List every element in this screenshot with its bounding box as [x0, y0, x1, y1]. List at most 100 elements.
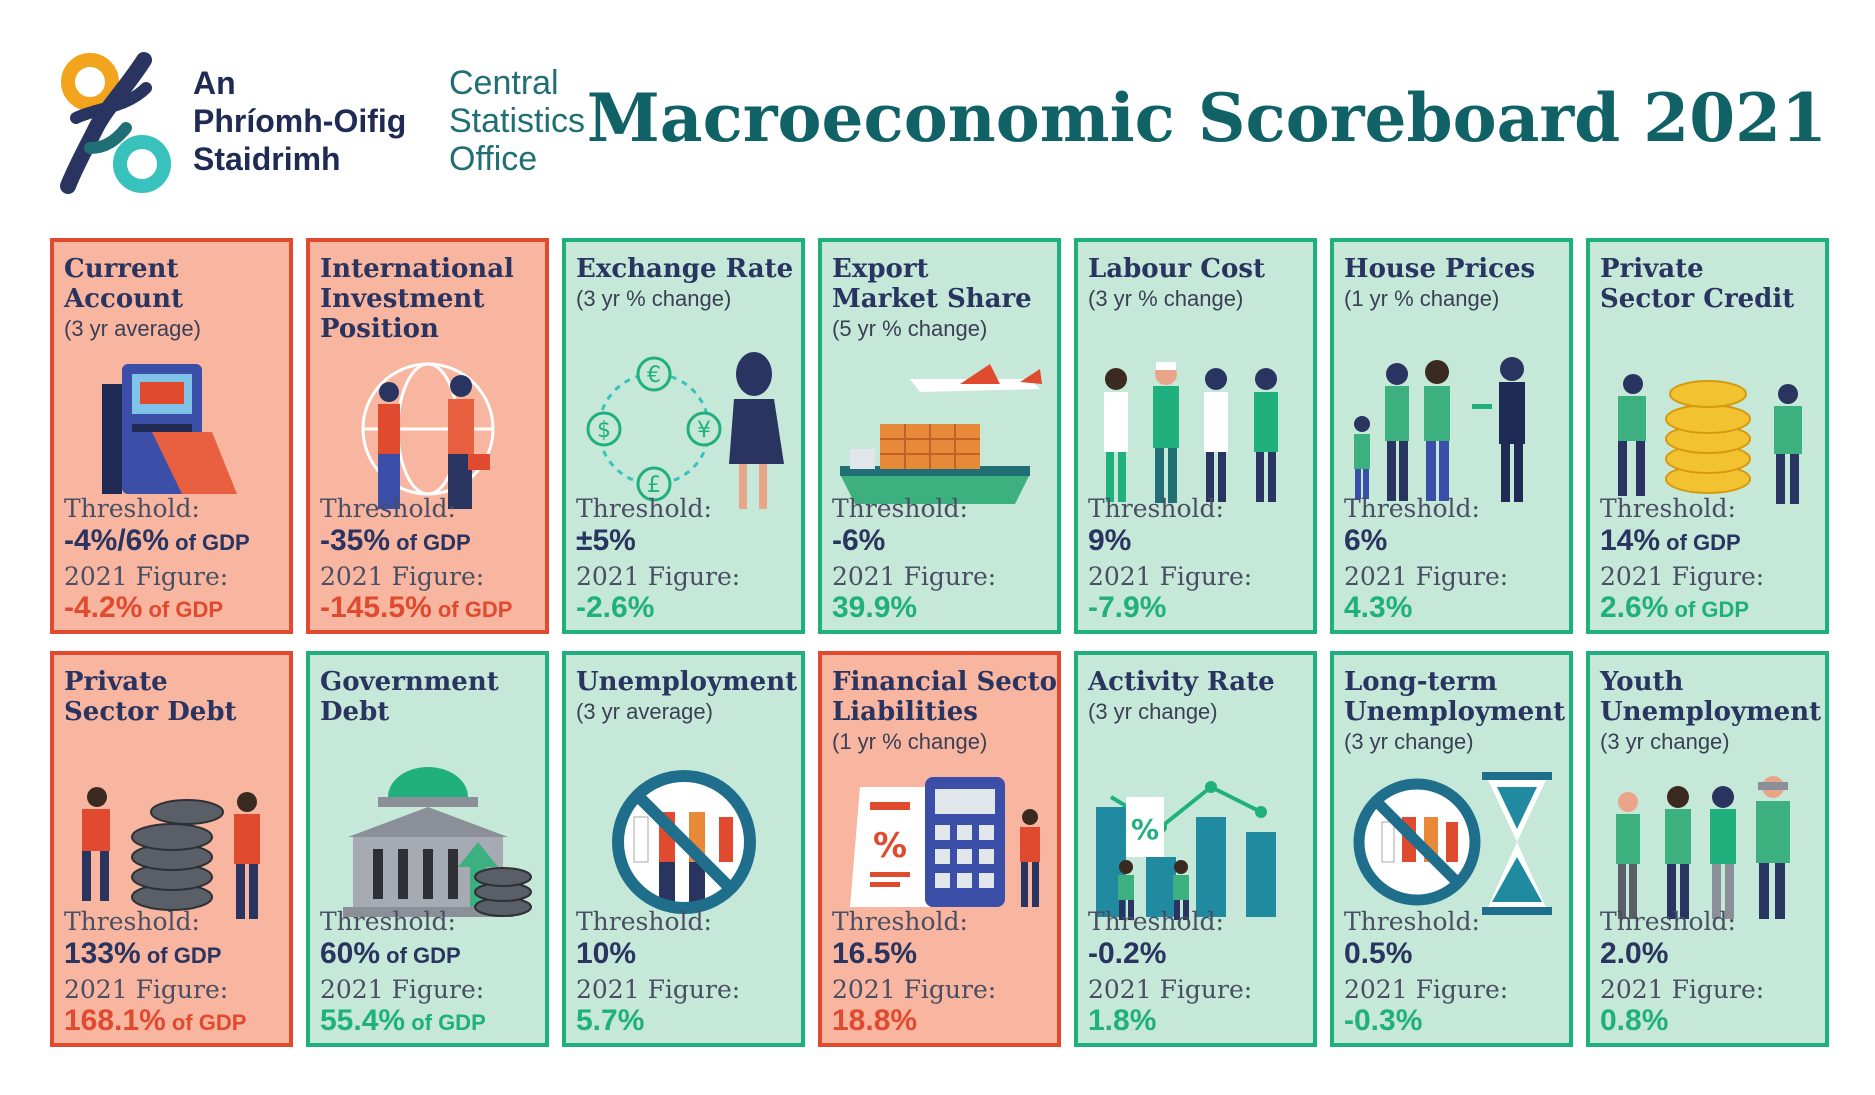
figure-number: 39.9%	[832, 591, 918, 624]
threshold-value: 6%	[1344, 524, 1387, 558]
indicator-title-line: Unemployment	[1344, 697, 1566, 727]
indicator-title-line: Debt	[320, 697, 390, 727]
threshold-label: Threshold:	[832, 494, 968, 523]
indicator-title-line: Labour Cost	[1088, 254, 1265, 284]
indicator-title-line: Sector Credit	[1600, 284, 1795, 314]
threshold-number: 133%	[64, 937, 141, 970]
indicator-title-line: Private	[1600, 254, 1704, 284]
indicator-title-line: Unemployment	[1600, 697, 1822, 727]
threshold-unit: of GDP	[140, 943, 222, 968]
indicator-card: International Investment Position Threshold…	[306, 238, 549, 634]
indicator-card: Financial Sector Liabilities (1 yr % chang…	[818, 651, 1061, 1047]
figure-value: 1.8%	[1088, 1004, 1156, 1038]
threshold-value: 0.5%	[1344, 937, 1412, 971]
government-building-icon	[343, 767, 532, 917]
hourglass-icon	[1353, 772, 1552, 915]
indicator-title: International Investment Position	[320, 254, 539, 344]
indicator-title-line: Investment	[320, 284, 485, 314]
indicator-title: Financial Sector Liabilities	[832, 667, 1061, 727]
figure-label: 2021 Figure:	[1088, 562, 1253, 591]
indicator-card: Private Sector Debt Threshold: 133% of GDP 2…	[50, 651, 293, 1047]
figure-value: 18.8%	[832, 1004, 917, 1038]
indicator-title: Long-term Unemployment	[1344, 667, 1566, 727]
threshold-value: 16.5%	[832, 937, 917, 971]
threshold-number: 16.5%	[832, 937, 918, 970]
indicator-title-line: Long-term	[1344, 667, 1498, 697]
indicator-title: Private Sector Debt	[64, 667, 283, 727]
indicator-card: Current Account (3 yr average) Threshold: -4…	[50, 238, 293, 634]
figure-label: 2021 Figure:	[1600, 562, 1765, 591]
indicator-card: Private Sector Credit Threshold: 14% of GDP…	[1586, 238, 1829, 634]
threshold-number: 6%	[1344, 524, 1388, 557]
indicator-title-line: Position	[320, 314, 439, 344]
indicator-subtitle: (3 yr average)	[576, 699, 713, 724]
indicator-title-line: Liabilities	[832, 697, 978, 727]
indicator-title-line: Account	[64, 284, 183, 314]
indicator-title-line: Financial Sector	[832, 667, 1061, 697]
org-name-irish-line: Staidrimh	[193, 141, 341, 177]
threshold-number: 9%	[1088, 524, 1132, 557]
threshold-label: Threshold:	[1600, 494, 1736, 523]
page-title: Macroeconomic Scoreboard 2021	[586, 79, 1827, 157]
indicator-title-line: International	[320, 254, 514, 284]
calculator-receipt-icon: %	[850, 777, 1040, 907]
indicator-card: Unemployment (3 yr average) Threshold: 10% 2…	[562, 651, 805, 1047]
figure-unit: of GDP	[431, 597, 513, 622]
scoreboard-grid: Current Account (3 yr average) Threshold: -4…	[50, 238, 1829, 1047]
cso-logo-icon	[60, 52, 171, 194]
threshold-label: Threshold:	[64, 907, 200, 936]
indicator-title-line: Youth	[1600, 667, 1684, 697]
threshold-value: 14% of GDP	[1600, 524, 1741, 558]
figure-number: -145.5%	[320, 591, 432, 624]
svg-text:$: $	[597, 418, 611, 443]
threshold-number: 60%	[320, 937, 381, 970]
threshold-label: Threshold:	[832, 907, 968, 936]
indicator-title: Government Debt	[320, 667, 539, 727]
threshold-value: 10%	[576, 937, 636, 971]
indicator-card: Export Market Share (5 yr % change) Thresho…	[818, 238, 1061, 634]
svg-text:€: €	[647, 363, 661, 388]
figure-value: 5.7%	[576, 1004, 644, 1038]
figure-number: -7.9%	[1088, 591, 1167, 624]
org-name-english: Central Statistics Office	[449, 64, 585, 178]
indicator-card: Activity Rate (3 yr change)% Threshold: -0.…	[1074, 651, 1317, 1047]
figure-value: 0.8%	[1600, 1004, 1668, 1038]
figure-number: -0.3%	[1344, 1004, 1423, 1037]
threshold-number: -4%/6%	[64, 524, 170, 557]
indicator-title: Exchange Rate	[576, 254, 795, 284]
indicator-card: House Prices (1 yr % change) Threshold: 6% 2…	[1330, 238, 1573, 634]
figure-label: 2021 Figure:	[320, 562, 485, 591]
indicator-title: Current Account	[64, 254, 283, 314]
atm-machine-icon	[102, 364, 237, 494]
indicator-card: Labour Cost (3 yr % change) Threshold: 9% 20…	[1074, 238, 1317, 634]
figure-label: 2021 Figure:	[64, 562, 229, 591]
indicator-title: Private Sector Credit	[1600, 254, 1819, 314]
indicator-title-line: Unemployment	[576, 667, 798, 697]
indicator-title: Activity Rate	[1088, 667, 1307, 697]
indicator-title: Youth Unemployment	[1600, 667, 1822, 727]
threshold-value: 133% of GDP	[64, 937, 221, 971]
figure-number: -2.6%	[576, 591, 655, 624]
svg-text:%: %	[873, 826, 907, 866]
svg-text:%: %	[1131, 813, 1159, 846]
threshold-value: -4%/6% of GDP	[64, 524, 250, 558]
young-people-phones-icon	[1616, 776, 1790, 919]
figure-label: 2021 Figure:	[64, 975, 229, 1004]
cargo-ship-plane-icon	[840, 364, 1042, 504]
threshold-number: 14%	[1600, 524, 1661, 557]
dark-coins-stack-icon	[82, 787, 260, 919]
svg-text:¥: ¥	[697, 418, 711, 443]
indicator-title: Export Market Share	[832, 254, 1051, 314]
header: An Phríomh-Oifig Staidrimh Central Stati…	[0, 0, 1875, 220]
indicator-card: Youth Unemployment (3 yr change) Threshold:…	[1586, 651, 1829, 1047]
figure-number: 168.1%	[64, 1004, 166, 1037]
threshold-number: -6%	[832, 524, 886, 557]
figure-number: 5.7%	[576, 1004, 645, 1037]
no-workers-icon	[612, 770, 756, 914]
threshold-unit: of GDP	[380, 943, 461, 968]
figure-label: 2021 Figure:	[1600, 975, 1765, 1004]
figure-value: -145.5% of GDP	[320, 591, 512, 625]
org-name-english-line: Central	[449, 64, 559, 102]
figure-value: -4.2% of GDP	[64, 591, 223, 625]
indicator-title-line: Activity Rate	[1088, 667, 1275, 697]
